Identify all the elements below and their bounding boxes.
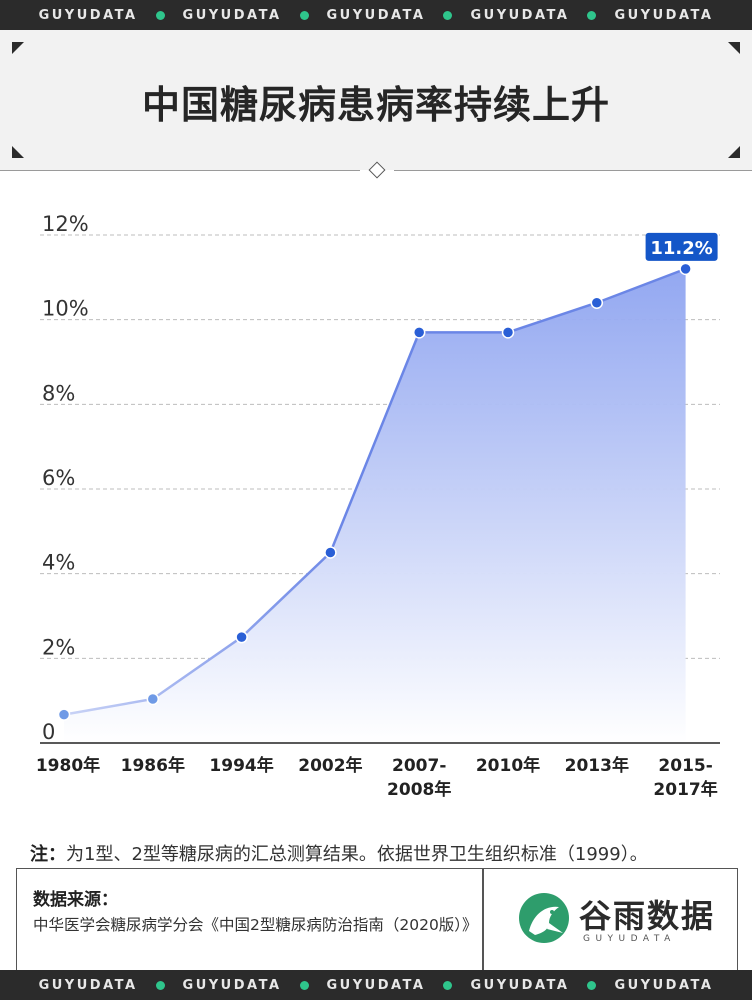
x-tick-label: 2008年 <box>387 779 451 800</box>
y-tick-label: 4% <box>42 551 75 575</box>
area-fill <box>64 268 686 743</box>
x-tick-label: 2015- <box>658 756 712 776</box>
corner-mark-icon <box>12 42 24 54</box>
bottom-ticker: GUYUDATA GUYUDATA GUYUDATA GUYUDATA GUYU… <box>0 970 752 1000</box>
ticker-item: GUYUDATA <box>326 7 426 23</box>
footer-separator <box>482 869 484 971</box>
ticker-dot-icon <box>155 10 165 20</box>
data-point <box>57 708 71 721</box>
y-tick-label: 0 <box>42 720 55 744</box>
ticker-dot-icon <box>299 980 309 990</box>
highlight-label: 11.2% <box>650 238 712 259</box>
ticker-dot-icon <box>443 10 453 20</box>
ticker-item: GUYUDATA <box>182 977 282 993</box>
ticker-dot-icon <box>299 10 309 20</box>
ticker-dot-icon <box>443 980 453 990</box>
series-line <box>63 267 687 716</box>
y-tick-label: 8% <box>42 381 75 405</box>
header-panel: 中国糖尿病患病率持续上升 <box>0 30 752 170</box>
ticker-item: GUYUDATA <box>38 7 138 23</box>
x-tick-label: 2017年 <box>653 779 717 800</box>
chart-note: 注：为1型、2型等糖尿病的汇总测算结果。依据世界卫生组织标准（1999）。 <box>30 840 730 866</box>
data-point <box>235 630 248 644</box>
data-point <box>679 262 692 276</box>
data-point <box>146 692 160 706</box>
page-title: 中国糖尿病患病率持续上升 <box>141 83 610 127</box>
brand-logo: 谷雨数据 GUYUDATA <box>513 891 733 951</box>
footer: 数据来源： 中华医学会糖尿病学分会《中国2型糖尿病防治指南（2020版）》 谷雨… <box>16 868 738 979</box>
x-tick-label: 2002年 <box>298 755 362 776</box>
ticker-item: GUYUDATA <box>326 977 426 993</box>
x-tick-label: 2010年 <box>476 755 540 776</box>
corner-mark-icon <box>728 42 740 54</box>
ticker-item: GUYUDATA <box>614 977 714 993</box>
bird-logo-icon <box>519 893 569 943</box>
highlight-badge <box>645 232 718 261</box>
x-tick-label: 1986年 <box>121 755 185 776</box>
ticker-item: GUYUDATA <box>614 7 714 23</box>
chart-card: 中国糖尿病患病率持续上升 0 2% 4% 6% 8% 10% 12% 11.2% 1980年 19… <box>0 30 752 979</box>
data-point <box>501 326 515 339</box>
x-tick-label: 1980年 <box>36 755 100 776</box>
brand-name: 谷雨数据 <box>579 897 716 935</box>
ticker-item: GUYUDATA <box>182 7 282 23</box>
header-divider <box>0 161 752 179</box>
ticker-item: GUYUDATA <box>470 7 570 23</box>
corner-mark-icon <box>12 146 24 158</box>
source-label: 数据来源： <box>33 890 118 910</box>
y-tick-label: 2% <box>42 635 75 659</box>
ticker-dot-icon <box>155 980 165 990</box>
data-point <box>324 546 337 559</box>
data-point <box>590 296 604 309</box>
y-tick-label: 6% <box>42 466 75 490</box>
brand-subtitle: GUYUDATA <box>583 934 676 944</box>
x-tick-label: 1994年 <box>209 755 273 776</box>
y-tick-label: 10% <box>42 297 89 321</box>
ticker-dot-icon <box>587 980 597 990</box>
area-chart: 0 2% 4% 6% 8% 10% 12% 11.2% 1980年 1986年 1994年 2002年… <box>36 212 720 800</box>
top-ticker: GUYUDATA GUYUDATA GUYUDATA GUYUDATA GUYU… <box>0 0 752 30</box>
note-text: 为1型、2型等糖尿病的汇总测算结果。依据世界卫生组织标准（1999）。 <box>66 844 648 865</box>
note-label: 注： <box>30 844 66 865</box>
ticker-item: GUYUDATA <box>470 977 570 993</box>
source-text: 中华医学会糖尿病学分会《中国2型糖尿病防治指南（2020版）》 <box>33 916 478 934</box>
x-tick-label: 2013年 <box>565 755 629 776</box>
x-tick-label: 2007- <box>392 756 446 776</box>
ticker-dot-icon <box>587 10 597 20</box>
data-point <box>412 326 426 339</box>
y-tick-label: 12% <box>42 212 89 236</box>
corner-mark-icon <box>728 146 740 158</box>
ticker-item: GUYUDATA <box>38 977 138 993</box>
